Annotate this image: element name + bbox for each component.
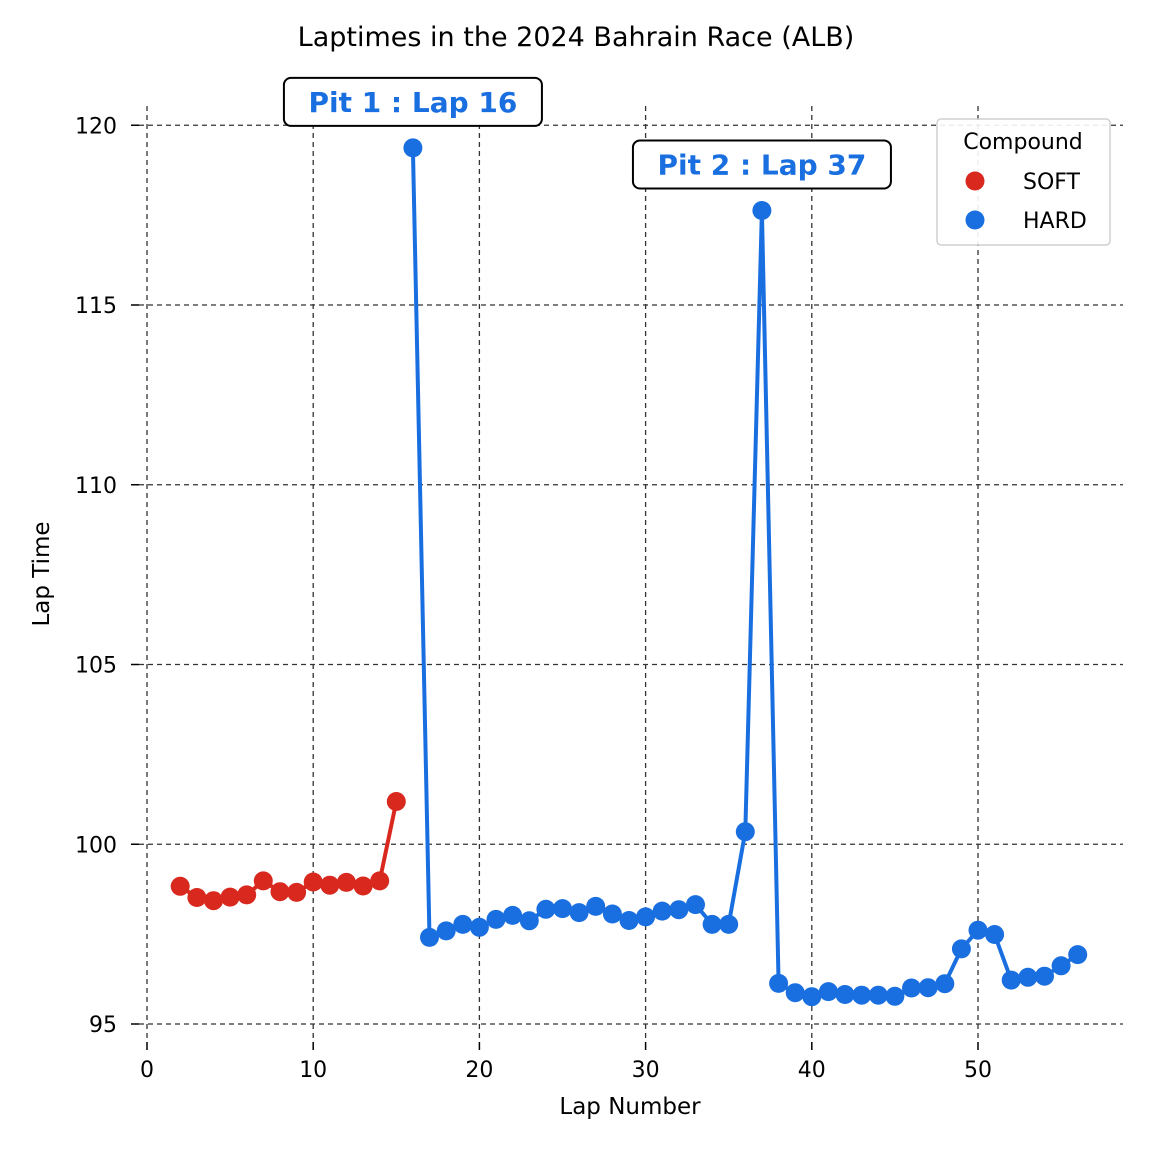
grid [139,106,1123,1042]
y-axis-label: Lap Time [29,521,55,626]
data-point [370,871,390,891]
data-point [885,986,905,1006]
data-point [220,887,240,907]
data-point [702,914,722,934]
data-point [951,939,971,959]
pit-annotation: Pit 1 : Lap 16 [282,76,543,127]
data-point [686,895,705,915]
data-point [735,822,755,842]
data-point [503,905,523,925]
data-point [918,978,938,998]
data-point [619,911,639,930]
data-point [1051,956,1071,976]
legend-marker [965,171,985,191]
axis-ticks: 0 10 20 30 40 50 95 100 105 110 115 120 [75,114,992,1083]
legend-entry-hard: HARD [1023,209,1087,234]
data-point [353,876,373,896]
data-point [569,903,589,923]
x-tick-label: 30 [632,1058,660,1083]
data-point [752,201,772,220]
pit-annotation-box [282,76,543,127]
data-point [586,896,606,916]
data-point [253,871,273,891]
data-point [835,985,855,1004]
pit-annotation-label: Pit 1 : Lap 16 [308,86,517,119]
data-point [769,973,789,993]
y-tick-label: 115 [75,294,117,319]
legend: Compound SOFT HARD [936,118,1111,246]
legend-title: Compound [963,130,1083,155]
data-point [270,882,290,902]
x-tick-label: 50 [964,1058,992,1083]
data-point [287,882,307,902]
data-point [802,987,822,1007]
legend-marker [965,210,985,230]
series-layer [170,138,1088,1007]
chart-title: Laptimes in the 2024 Bahrain Race (ALB) [298,22,855,53]
data-point [486,909,506,929]
data-point [1001,970,1021,990]
y-tick-label: 105 [75,654,117,679]
pit-annotation-label: Pit 2 : Lap 37 [657,148,866,181]
data-point [553,899,572,919]
series-hard [403,138,1088,1007]
data-point [303,872,323,892]
data-point [536,899,556,919]
series-line-hard [410,147,1079,999]
data-point [719,914,739,934]
data-point [985,925,1005,944]
x-tick-label: 20 [465,1058,493,1083]
data-point [436,921,456,941]
annotations: Pit 1 : Lap 16 Pit 2 : Lap 37 [282,76,892,190]
data-point [170,876,190,896]
data-point [519,911,539,931]
data-point [420,927,439,947]
data-point [602,904,622,924]
pit-annotation-box [631,139,892,190]
data-point [669,900,689,920]
data-point [652,901,672,921]
data-point [237,885,257,905]
data-point [935,974,955,994]
y-tick-label: 110 [75,474,117,499]
data-point [1018,967,1038,987]
series-soft [170,792,406,911]
data-point [852,985,872,1005]
data-point [636,907,656,927]
legend-entry-soft: SOFT [1023,170,1081,195]
pit-annotation: Pit 2 : Lap 37 [631,139,892,190]
data-point [204,891,223,911]
data-point [868,985,888,1005]
x-tick-label: 0 [140,1058,154,1083]
x-tick-label: 10 [299,1058,327,1083]
data-point [1035,966,1054,986]
data-point [818,982,838,1002]
x-axis-label: Lap Number [559,1094,701,1120]
data-point [336,872,356,892]
y-tick-label: 120 [75,114,117,139]
data-point [469,917,489,937]
data-point [902,978,921,998]
data-point [1068,945,1088,965]
x-tick-label: 40 [798,1058,826,1083]
data-point [453,914,473,934]
data-point [386,792,406,811]
y-tick-label: 100 [75,833,117,858]
data-point [320,875,340,895]
y-tick-label: 95 [89,1013,117,1038]
data-point [785,983,805,1003]
data-point [403,138,423,158]
data-point [187,888,207,907]
data-point [968,920,988,940]
